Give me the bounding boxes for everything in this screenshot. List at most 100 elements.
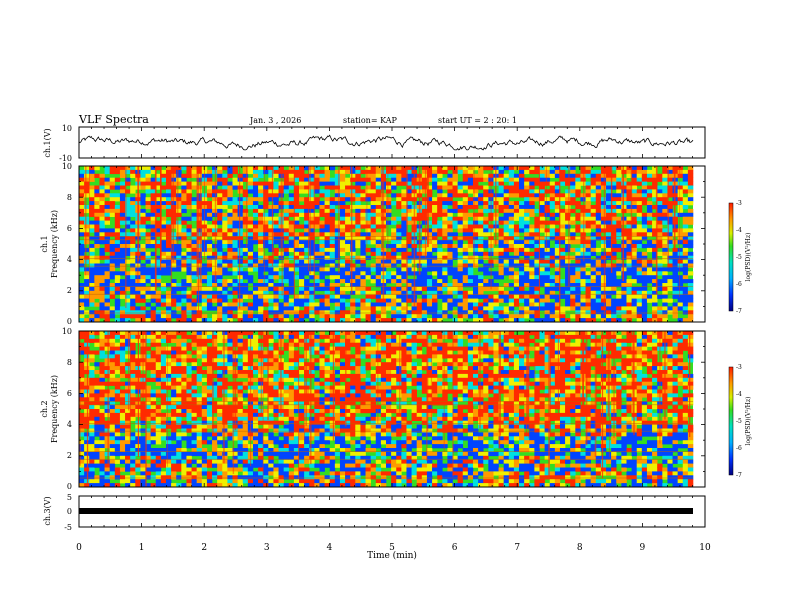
spec1-cell [232,216,238,221]
spec2-cell [171,409,177,414]
spec1-cell [140,228,146,233]
spec1-cell [171,208,177,214]
spec1-cell [114,216,121,221]
spec1-cell [462,271,469,276]
spec1-cell [519,306,525,311]
spec2-cell [99,389,105,394]
spec1-cell [575,177,581,182]
spec1-cell [89,294,95,299]
spec1-cell [370,212,377,217]
spec1-cell [268,236,274,241]
spec1-cell [667,224,673,229]
spec1-cell [575,275,581,280]
spec1-cell [539,169,545,175]
spec1-cell [565,208,571,214]
spec1-cell [278,279,284,284]
spec2-cell [171,401,177,406]
spec1-cell [534,193,540,198]
spec1-cell [590,216,597,221]
spec1-cell [519,166,525,171]
spec1-cell [114,279,121,284]
spec1-cell [426,244,433,249]
spec1-cell [181,240,187,245]
spec1-cell [314,169,320,175]
spec1-cell [293,314,300,319]
spec1-cell [386,185,392,190]
spec1-cell [662,228,668,233]
spec1-cell [360,255,366,260]
spec1-cell [539,244,545,249]
spec1-cell [508,255,515,260]
spec1-cell [370,177,377,182]
spec1-cell [324,271,331,276]
spec1-cell [258,271,264,276]
spec1-cell [631,286,638,292]
spec1-cell [125,166,131,171]
spec1-cell [314,189,320,194]
spec1-cell [631,263,638,268]
spec1-cell [677,240,684,245]
spec2-cell [155,475,162,480]
spec1-cell [268,279,274,284]
spec1-cell [181,197,187,202]
spec2-cell [114,416,121,421]
spec2-cell [109,358,116,363]
spec1-cell [125,220,131,225]
spec1-cell [595,259,602,264]
spec2-cell [155,331,162,336]
spec1-cell [662,247,668,253]
spec1-cell [375,244,382,249]
spec1-cell [309,314,315,319]
spec1-cell [565,306,571,311]
spec1-cell [375,208,382,214]
spec1-cell [350,193,356,198]
spec2-cell [125,401,131,406]
spec1-cell [401,201,407,206]
spec1-cell [109,275,116,280]
spec1-cell [570,228,576,233]
spec1-cell [212,318,218,322]
spec1-cell [498,255,504,260]
spec2-cell [104,342,110,347]
spec1-cell [273,208,279,214]
spec1-cell [452,255,458,260]
spec1-cell [687,193,694,198]
spec2-cell [94,444,100,449]
spec2-cell [94,338,100,343]
spec1-cell [324,166,331,171]
spec1-cell [652,205,658,210]
spec1-cell [350,271,356,276]
spec1-cell [488,298,494,303]
spec1-cell [570,197,576,202]
spec1-cell [442,283,448,288]
spec1-cell [258,279,264,284]
spec1-cell [79,232,85,237]
spec1-cell [222,286,228,292]
spec1-cell [457,275,464,280]
spec1-cell [309,244,315,249]
spec1-cell [580,310,586,315]
spec1-cell [447,189,453,194]
spec1-cell [201,271,208,276]
spec1-cell [345,294,351,299]
spec2-cell [145,409,151,414]
spec2-cell [84,479,90,484]
spec1-cell [125,259,131,264]
spec1-cell [140,275,146,280]
spec1-cell [595,232,602,237]
spec1-cell [462,314,469,319]
spec1-cell [437,193,443,198]
spec1-cell [657,283,663,288]
spec1-cell [299,173,305,178]
spec1-cell [125,205,131,210]
spec1-cell [155,228,162,233]
spec2-cell [165,463,172,468]
spec2-cell [119,412,126,418]
spec1-cell [350,251,356,256]
spec1-cell [652,314,658,319]
spec1-cell [84,294,90,299]
spec1-cell [309,216,315,221]
spec1-cell [437,259,443,264]
spec1-cell [442,166,448,171]
spec1-cell [237,173,244,178]
